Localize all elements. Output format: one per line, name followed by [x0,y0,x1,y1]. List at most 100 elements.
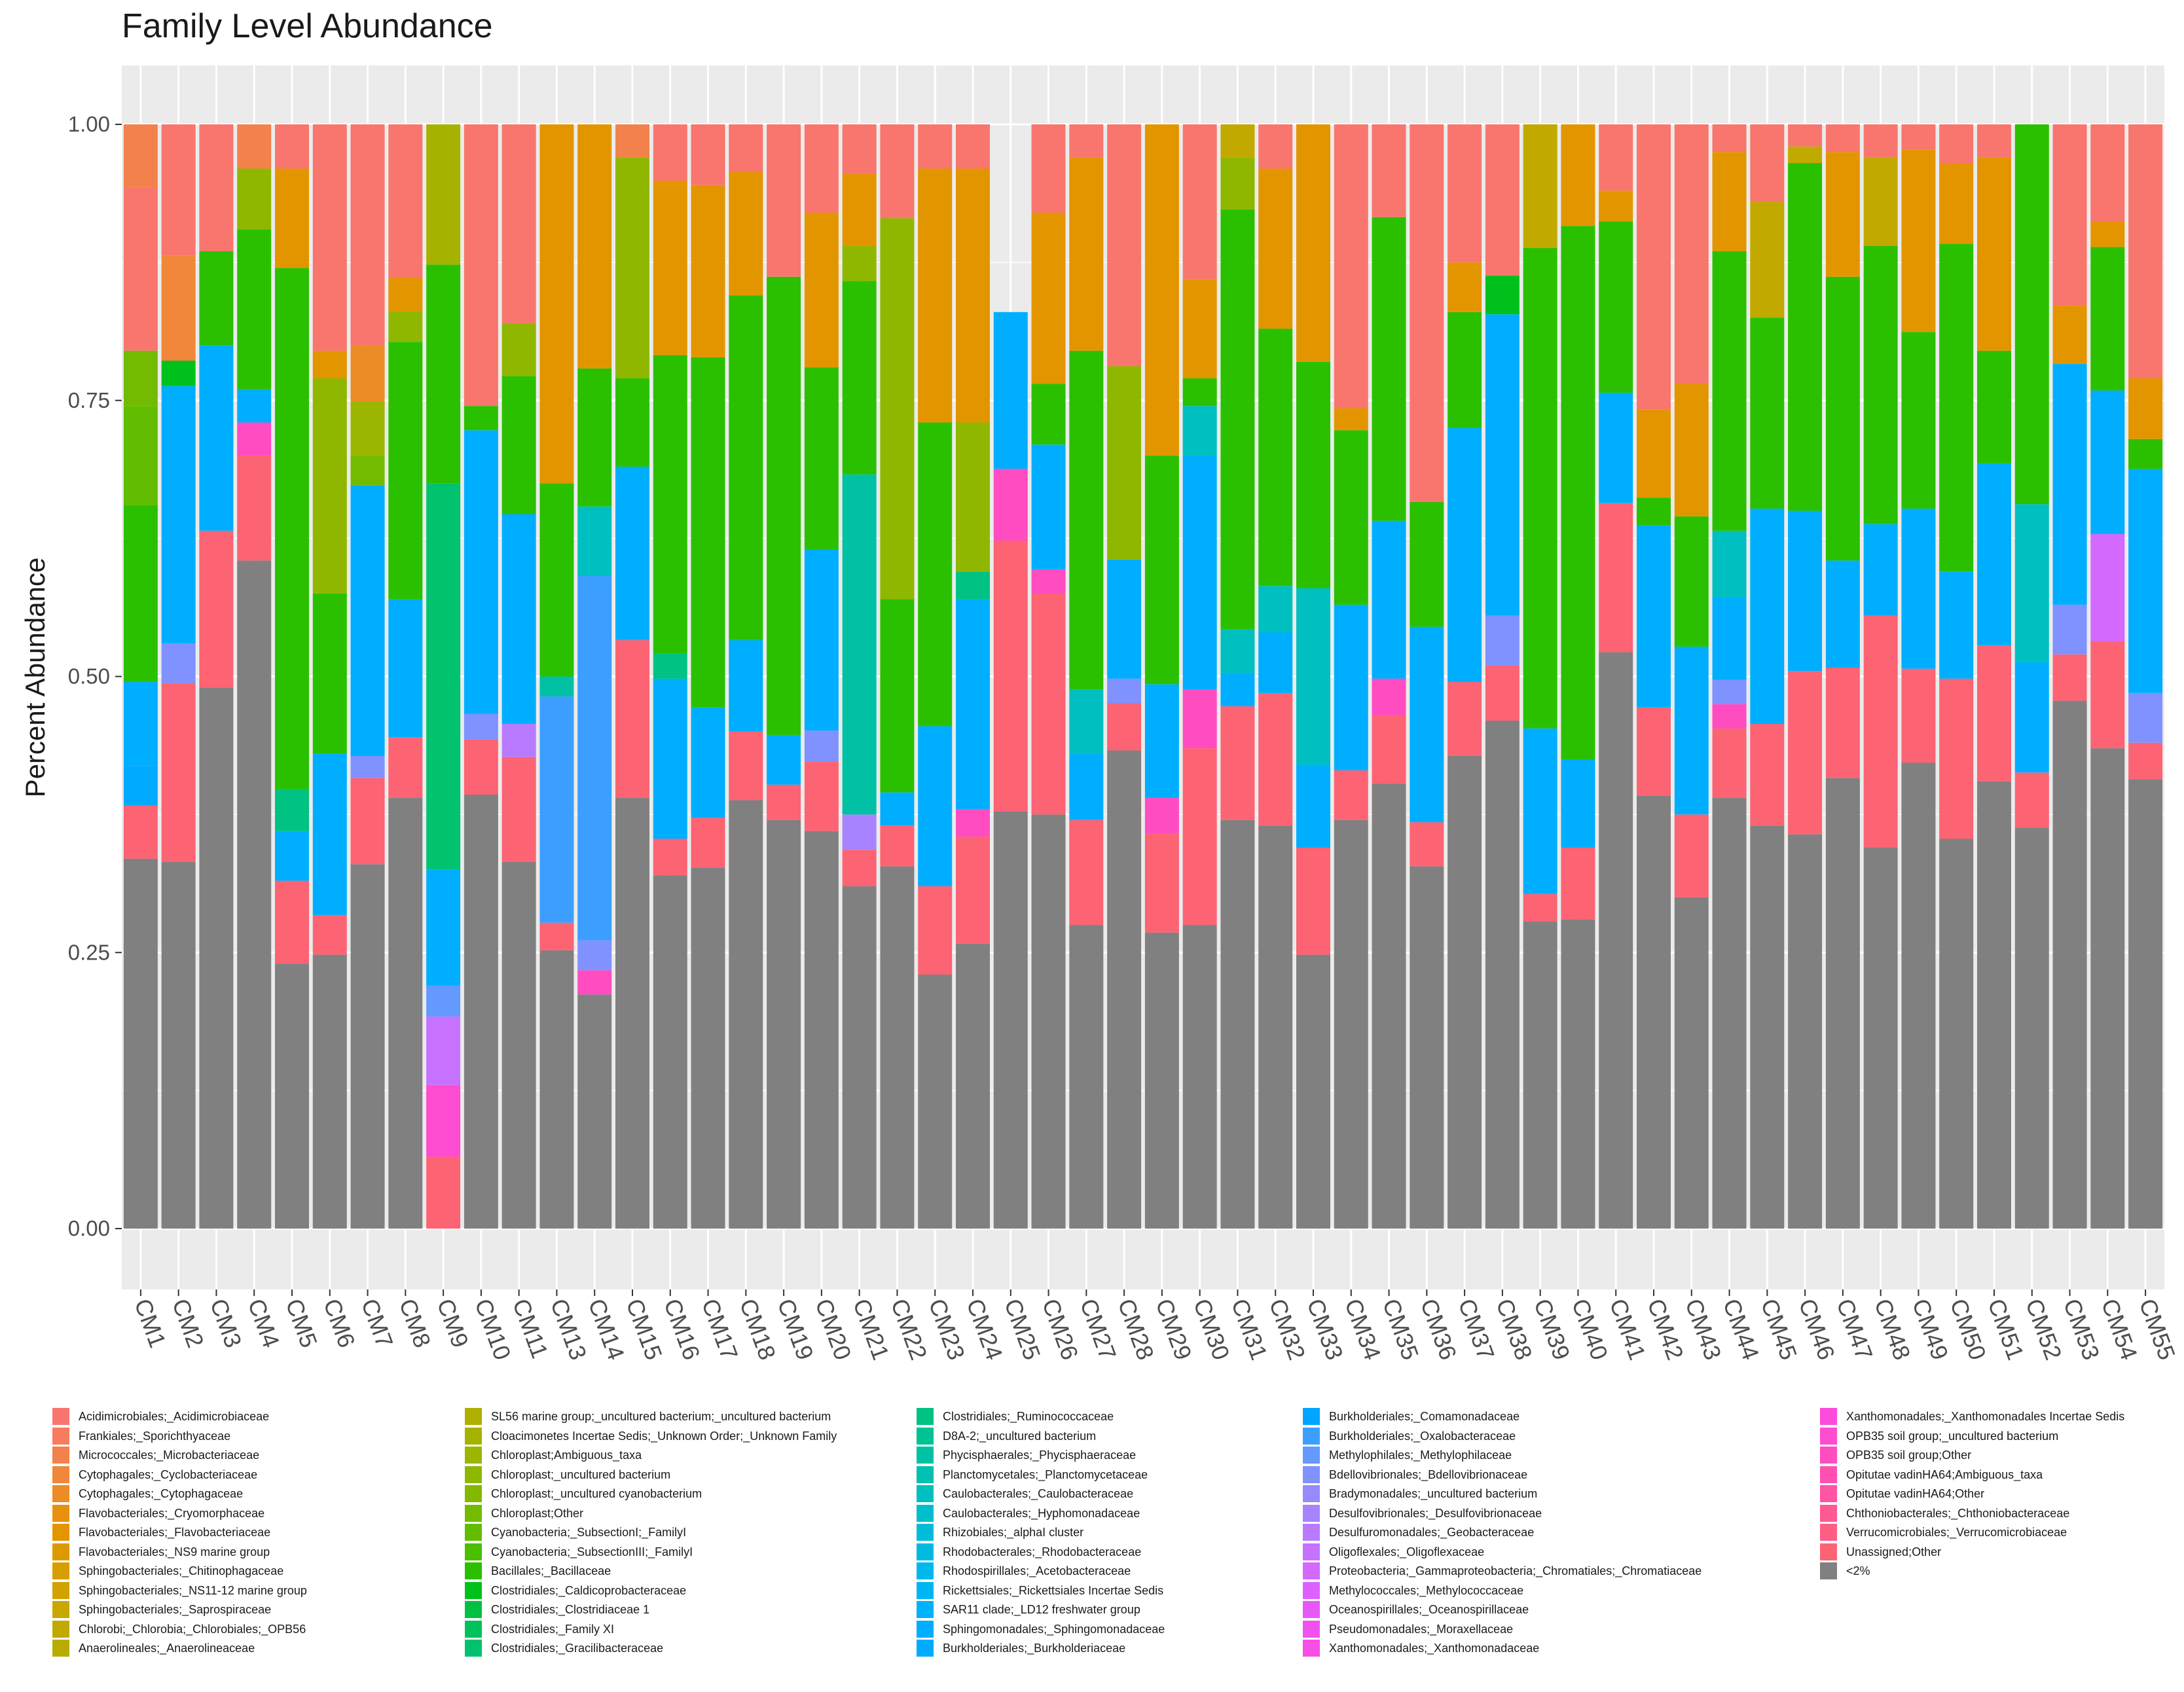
bar-segment [918,726,953,887]
bar-segment [1599,221,1633,393]
bar-segment [1637,497,1671,526]
bar-segment [350,456,385,486]
y-tick-label: 0.25 [68,940,110,964]
bar-segment [1144,833,1179,933]
bar-segment [1901,509,1936,669]
bar-segment [388,737,423,799]
legend-label: Oligoflexales;_Oligoflexaceae [1329,1545,1485,1558]
bar-segment [161,255,196,361]
bar-segment [804,831,839,1229]
bar-segment [388,278,423,312]
legend-swatch [917,1466,934,1483]
legend-swatch [465,1640,482,1657]
bar-stack-cm6 [312,124,347,1229]
bar-segment [1031,593,1066,815]
bar-segment [237,124,272,169]
bar-segment [918,974,953,1229]
bar-segment [1107,366,1142,560]
bar-segment [237,389,272,423]
bar-stack-cm29 [1144,124,1179,1229]
bar-stack-cm27 [1069,124,1104,1229]
legend-label: Flavobacteriales;_NS9 marine group [79,1545,270,1558]
bar-segment [615,798,649,1229]
bar-segment [767,734,801,785]
bar-segment [691,867,725,1229]
bar-segment [1447,681,1482,756]
bar-segment [653,653,687,679]
bar-segment [767,784,801,820]
bar-segment [350,345,385,402]
bar-segment [653,355,687,654]
legend-label: OPB35 soil group;Other [1846,1449,1972,1462]
bar-stack-cm5 [275,124,309,1229]
bar-segment [2090,247,2125,391]
legend-swatch [917,1601,934,1618]
bar-segment [653,678,687,839]
bar-segment [1523,124,1557,248]
bar-stack-cm47 [1825,124,1860,1229]
bar-segment [501,124,536,323]
legend-label: Burkholderiales;_Burkholderiaceae [943,1642,1126,1655]
bar-segment [1561,124,1595,226]
bar-segment [2014,827,2049,1229]
bar-segment [804,549,839,731]
legend-swatch [465,1543,482,1560]
bar-stack-cm18 [729,124,763,1229]
bar-segment [1599,652,1633,1229]
legend-label: Cytophagales;_Cyclobacteriaceae [79,1467,258,1481]
stacked-bar-chart: 0.000.250.500.751.00 CM1CM2CM3CM4CM5CM6C… [20,65,2181,1363]
bar-segment [123,350,158,406]
bar-segment [275,268,309,789]
bar-segment [1372,217,1406,521]
bar-segment [1372,715,1406,784]
bar-segment [691,818,725,868]
bar-segment [1296,361,1330,588]
bar-stack-cm34 [1334,124,1368,1229]
bar-segment [1637,525,1671,708]
legend-swatch [1303,1601,1320,1618]
bar-segment [1258,168,1293,329]
bar-segment [1674,384,1709,516]
bar-segment [577,506,612,576]
bar-segment [350,124,385,346]
legend-label: Burkholderiales;_Oxalobacteraceae [1329,1429,1516,1443]
bar-stack-cm9 [426,124,461,1229]
legend-swatch [1303,1427,1320,1445]
legend-label: Clostridiales;_Family XI [491,1622,615,1636]
y-axis: 0.00 0.25 0.50 0.75 1.00 [68,112,122,1240]
x-axis: CM1CM2CM3CM4CM5CM6CM7CM8CM9CM10CM11CM13C… [129,1289,2181,1363]
legend-label: Methylococcales;_Methylococcaceae [1329,1583,1524,1597]
bar-segment [2090,221,2125,247]
bar-segment [615,124,649,158]
bar-segment [1901,332,1936,509]
legend-swatch [1303,1447,1320,1464]
bar-segment [426,1157,461,1229]
bar-segment [1485,276,1520,315]
x-tick-label: CM2 [167,1295,209,1351]
bar-segment [1182,689,1217,749]
legend-label: Rhodobacterales;_Rhodobacteraceae [943,1545,1142,1558]
bar-segment [956,837,990,944]
bar-segment [1599,503,1633,653]
bar-segment [1410,822,1444,867]
bar-segment [1712,152,1747,252]
bar-segment [464,795,498,1229]
bar-stack-cm43 [1674,124,1709,1229]
bar-stack-cm2 [161,124,196,1229]
bar-segment [1485,615,1520,666]
bar-segment [1296,847,1330,955]
legend-label: Cyanobacteria;_SubsectionIII;_FamilyI [491,1545,693,1558]
legend-swatch [1820,1466,1837,1483]
legend-label: Unassigned;Other [1846,1545,1942,1558]
bar-segment [653,875,687,1229]
bar-segment [1334,430,1368,605]
bar-segment [577,994,612,1229]
legend-swatch [1820,1485,1837,1502]
legend-label: Caulobacterales;_Hyphomonadaceae [943,1506,1140,1520]
bar-segment [464,430,498,714]
bar-segment [2128,742,2163,780]
legend-swatch [917,1581,934,1599]
legend-label: Phycisphaerales;_Phycisphaeraceae [943,1449,1137,1462]
bar-segment [1485,314,1520,616]
bar-segment [1031,444,1066,569]
